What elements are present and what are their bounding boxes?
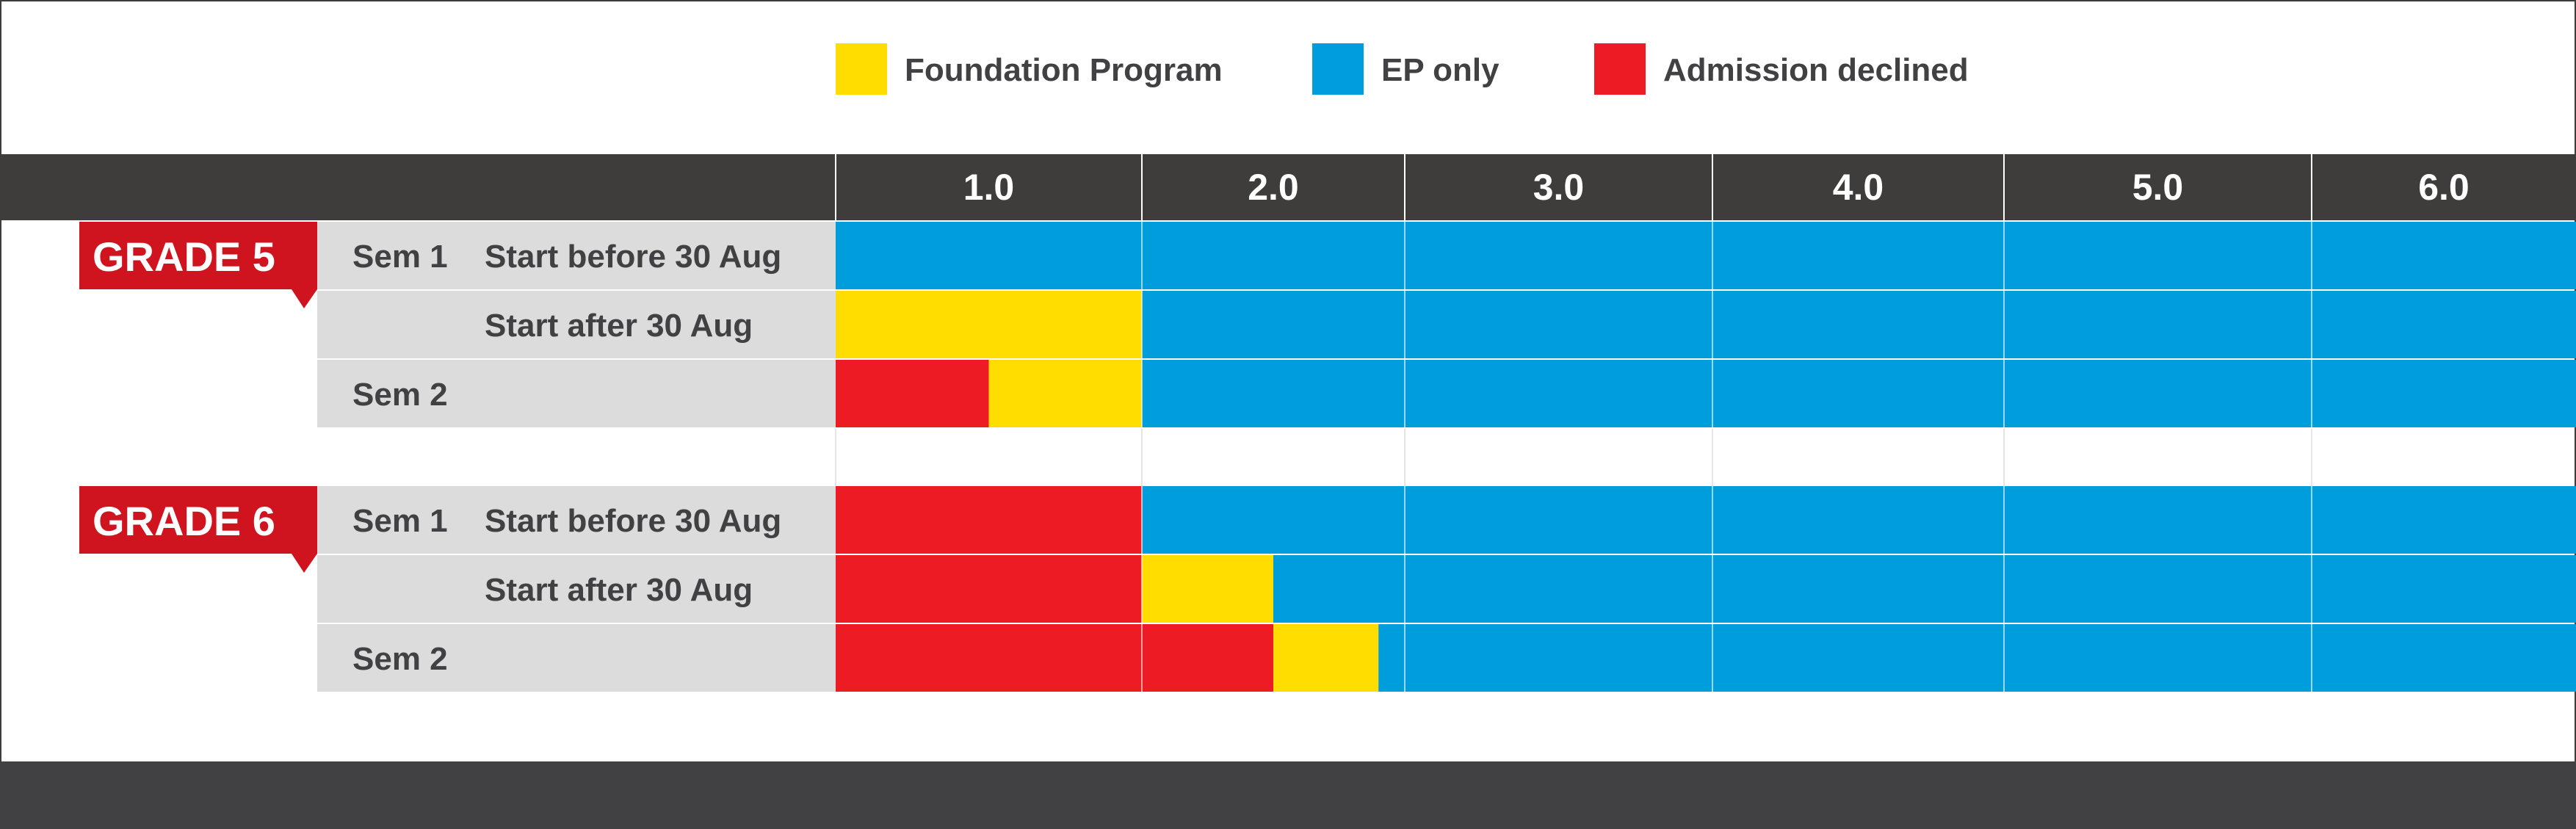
row-start-label: Start after 30 Aug [485, 308, 753, 344]
x-tick-label: 2.0 [1248, 167, 1299, 208]
legend-label-declined: Admission declined [1663, 52, 1969, 88]
bar-segment-ep_only [1142, 486, 2576, 554]
row-label-panel [317, 222, 836, 427]
grade-label: GRADE 6 [93, 498, 275, 544]
grade-badge [79, 222, 317, 289]
axis-header-bar [0, 154, 2576, 220]
x-tick-label: 1.0 [963, 167, 1015, 208]
bar-segment-ep_only [1273, 555, 2576, 623]
footer-bar [0, 761, 2576, 829]
legend-swatch-foundation [836, 43, 887, 95]
grade-badge [79, 486, 317, 554]
x-tick-label: 4.0 [1833, 167, 1884, 208]
legend-label-foundation: Foundation Program [905, 52, 1223, 88]
legend-swatch-declined [1594, 43, 1646, 95]
row-start-label: Start before 30 Aug [485, 239, 781, 275]
bar-segment-declined [836, 486, 1142, 554]
bar-segment-declined [836, 624, 1273, 692]
row-start-label: Start after 30 Aug [485, 572, 753, 608]
bar-segment-declined [836, 555, 1142, 623]
bar-segment-ep_only [1142, 360, 2576, 427]
row-sem-label: Sem 1 [352, 503, 448, 539]
row-sem-label: Sem 2 [352, 641, 448, 677]
grade-badge-pointer [292, 289, 317, 308]
row-label-panel [317, 486, 836, 692]
bar-segment-foundation [988, 360, 1142, 427]
grade-label: GRADE 5 [93, 234, 275, 280]
grade-badge-pointer [292, 554, 317, 573]
bar-segment-ep_only [1142, 291, 2576, 358]
row-sem-label: Sem 1 [352, 239, 448, 275]
bar-segment-ep_only [836, 222, 2576, 289]
bar-segment-ep_only [1378, 624, 2576, 692]
x-tick-label: 3.0 [1533, 167, 1585, 208]
x-tick-label: 6.0 [2418, 167, 2470, 208]
row-separator [317, 554, 836, 555]
legend-swatch-ep_only [1312, 43, 1364, 95]
x-tick-label: 5.0 [2132, 167, 2184, 208]
row-start-label: Start before 30 Aug [485, 503, 781, 539]
row-separator [317, 358, 836, 360]
bar-segment-foundation [836, 291, 1142, 358]
row-separator [317, 289, 836, 291]
row-separator [317, 623, 836, 624]
legend-label-ep_only: EP only [1381, 52, 1499, 88]
bar-segment-declined [836, 360, 989, 427]
row-sem-label: Sem 2 [352, 377, 448, 413]
bar-segment-foundation [1273, 624, 1379, 692]
bar-segment-foundation [1142, 555, 1273, 623]
